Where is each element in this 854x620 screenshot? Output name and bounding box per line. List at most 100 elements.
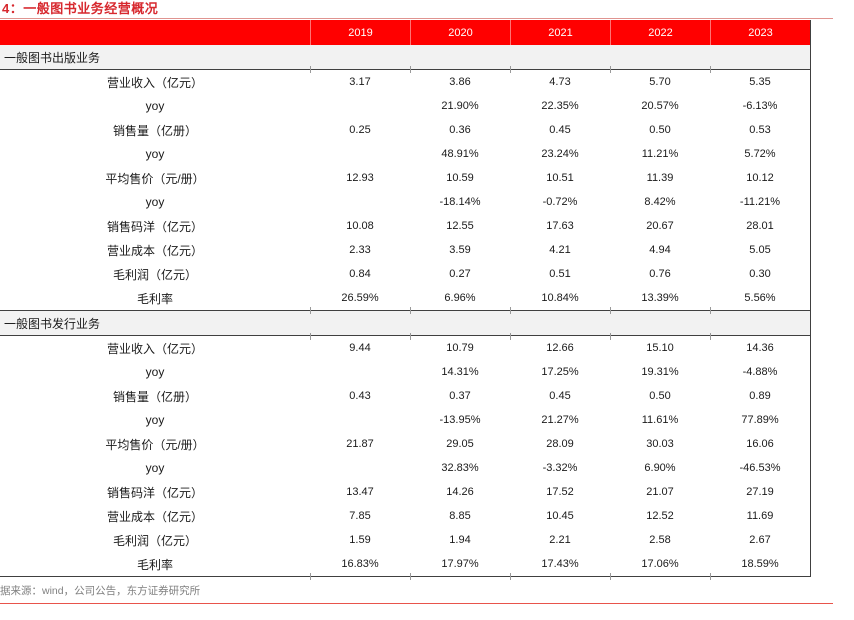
- cell-value: 13.39%: [641, 292, 679, 304]
- top-divider-line: [0, 18, 833, 19]
- cell-value: 18.59%: [741, 558, 779, 570]
- column-boundary-tick: [310, 66, 311, 73]
- table-row: yoy 14.31% 17.25% 19.31% -4.88%: [0, 360, 810, 384]
- table-row: 毛利润（亿元） 0.84 0.27 0.51 0.76 0.30: [0, 262, 810, 286]
- cell-value: 3.86: [449, 76, 471, 88]
- column-boundary-tick: [610, 66, 611, 73]
- cell-value: 5.56%: [744, 292, 776, 304]
- cell-value: 15.10: [646, 342, 674, 354]
- cell-value: 20.67: [646, 220, 674, 232]
- cell-value: [310, 142, 410, 166]
- column-boundary-tick: [410, 307, 411, 314]
- row-label: 营业收入（亿元）: [106, 75, 203, 90]
- column-boundary-tick: [310, 307, 311, 314]
- column-boundary-tick: [510, 333, 511, 340]
- table-row: yoy -18.14% -0.72% 8.42% -11.21%: [0, 190, 810, 214]
- cell-value: -0.72%: [542, 196, 578, 208]
- cell-value: 27.19: [746, 486, 774, 498]
- table-row: 营业收入（亿元） 3.17 3.86 4.73 5.70 5.35: [0, 70, 810, 94]
- cell-value: 28.01: [746, 220, 774, 232]
- cell-value: 29.05: [446, 438, 474, 450]
- cell-value: 21.27%: [541, 414, 579, 426]
- cell-value: 12.66: [546, 342, 574, 354]
- cell-value: 16.06: [746, 438, 774, 450]
- cell-value: 10.12: [746, 172, 774, 184]
- cell-value: [310, 190, 410, 214]
- year-header: 2021: [510, 20, 610, 45]
- table-header-row: 2019 2020 2021 2022 2023: [0, 20, 810, 45]
- row-label: 销售量（亿册）: [112, 123, 197, 138]
- cell-value: 6.90%: [644, 462, 676, 474]
- table-row: 毛利率 26.59% 6.96% 10.84% 13.39% 5.56%: [0, 286, 810, 310]
- row-label: yoy: [145, 461, 165, 475]
- cell-value: 10.51: [546, 172, 574, 184]
- cell-value: 17.52: [546, 486, 574, 498]
- table-row: 销售码洋（亿元） 13.47 14.26 17.52 21.07 27.19: [0, 480, 810, 504]
- table-row: 销售量（亿册） 0.25 0.36 0.45 0.50 0.53: [0, 118, 810, 142]
- table-row: 平均售价（元/册） 21.87 29.05 28.09 30.03 16.06: [0, 432, 810, 456]
- cell-value: 26.59%: [341, 292, 379, 304]
- cell-value: 77.89%: [741, 414, 779, 426]
- cell-value: 3.17: [349, 76, 371, 88]
- cell-value: 4.94: [649, 244, 671, 256]
- column-boundary-tick: [710, 66, 711, 73]
- cell-value: -6.13%: [742, 100, 778, 112]
- cell-value: 6.96%: [444, 292, 476, 304]
- cell-value: 11.39: [646, 172, 674, 184]
- cell-value: [310, 360, 410, 384]
- cell-value: 17.25%: [541, 366, 579, 378]
- cell-value: 5.70: [649, 76, 671, 88]
- cell-value: 8.85: [449, 510, 471, 522]
- column-boundary-tick: [310, 573, 311, 580]
- row-label: yoy: [145, 413, 165, 427]
- cell-value: 21.90%: [441, 100, 479, 112]
- cell-value: 28.09: [546, 438, 574, 450]
- row-label: 毛利率: [136, 291, 173, 306]
- row-label: 营业收入（亿元）: [106, 341, 203, 356]
- cell-value: 3.59: [449, 244, 471, 256]
- column-boundary-tick: [510, 307, 511, 314]
- cell-value: 30.03: [646, 438, 674, 450]
- cell-value: 10.59: [446, 172, 474, 184]
- table-row: yoy 48.91% 23.24% 11.21% 5.72%: [0, 142, 810, 166]
- cell-value: 14.31%: [441, 366, 479, 378]
- cell-value: 23.24%: [541, 148, 579, 160]
- cell-value: 0.76: [649, 268, 671, 280]
- column-boundary-tick: [710, 573, 711, 580]
- cell-value: 10.45: [546, 510, 574, 522]
- cell-value: 12.52: [646, 510, 674, 522]
- row-label: yoy: [145, 147, 165, 161]
- column-boundary-tick: [410, 333, 411, 340]
- row-label: 毛利率: [136, 557, 173, 572]
- cell-value: 0.45: [549, 124, 571, 136]
- cell-value: 2.21: [549, 534, 571, 546]
- section-title: 一般图书出版业务: [4, 50, 101, 65]
- table-row: 销售量（亿册） 0.43 0.37 0.45 0.50 0.89: [0, 384, 810, 408]
- column-boundary-tick: [710, 307, 711, 314]
- cell-value: -46.53%: [739, 462, 781, 474]
- cell-value: 13.47: [346, 486, 374, 498]
- cell-value: 0.43: [349, 390, 371, 402]
- cell-value: 0.36: [449, 124, 471, 136]
- cell-value: -11.21%: [739, 196, 781, 208]
- cell-value: 11.21%: [641, 148, 679, 160]
- cell-value: 14.26: [446, 486, 474, 498]
- column-boundary-tick: [510, 66, 511, 73]
- bottom-divider-line: [0, 603, 833, 604]
- row-label: 平均售价（元/册）: [105, 171, 205, 186]
- table-row: 营业成本（亿元） 7.85 8.85 10.45 12.52 11.69: [0, 504, 810, 528]
- section-title: 一般图书发行业务: [4, 316, 101, 331]
- cell-value: 19.31%: [641, 366, 679, 378]
- cell-value: 32.83%: [441, 462, 479, 474]
- cell-value: 4.73: [549, 76, 571, 88]
- cell-value: 17.97%: [441, 558, 479, 570]
- row-label: 销售码洋（亿元）: [106, 219, 203, 234]
- cell-value: 14.36: [746, 342, 774, 354]
- cell-value: 5.05: [749, 244, 771, 256]
- cell-value: 7.85: [349, 510, 371, 522]
- row-label: 营业成本（亿元）: [106, 509, 203, 524]
- column-boundary-tick: [510, 573, 511, 580]
- row-label: yoy: [145, 365, 165, 379]
- cell-value: 1.94: [449, 534, 471, 546]
- column-boundary-tick: [410, 66, 411, 73]
